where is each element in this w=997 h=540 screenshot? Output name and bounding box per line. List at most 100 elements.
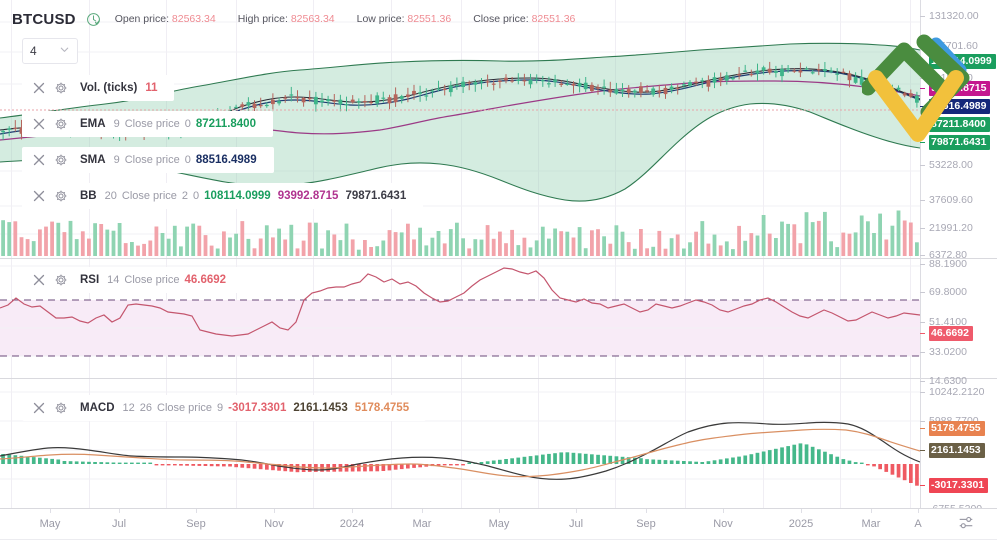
ohlc-low: Low price: 82551.36 [357,13,452,25]
legend-bb[interactable]: BB 20 Close price 2 0 108114.0999 93992.8715 79… [22,183,424,209]
axis-tick-18: 10242.2120 [920,385,984,399]
chevron-down-icon [59,42,70,60]
time-label-6: May [488,518,510,530]
sma-param-0: 9 [113,154,120,166]
macd-value-1: 2161.1453 [293,402,348,414]
bb-param-3: 0 [193,190,200,202]
legend-sma[interactable]: SMA 9 Close price 0 88516.4989 [22,147,274,173]
ohlc-open-label: Open price: [114,13,169,25]
time-label-8: Sep [636,518,656,530]
legend-volume[interactable]: Vol. (ticks) 11 [22,75,175,101]
macd-chart-svg [0,391,920,486]
legend-ema[interactable]: EMA 9 Close price 0 87211.8400 [22,111,273,137]
bb-value-1: 93992.8715 [277,190,339,202]
axis-tick-17: 14.6300 [920,374,967,388]
ohlc-low-value: 82551.36 [407,13,452,25]
macd-signal-line [0,428,920,478]
ohlc-close: Close price: 82551.36 [473,13,575,25]
ema-value-0: 87211.8400 [195,118,256,130]
time-label-2: Sep [186,518,206,530]
macd-panel[interactable] [0,380,920,508]
axis-tick-11: 6372.80 [920,248,967,262]
legend-macd[interactable]: MACD 12 26 Close price 9 -3017.3301 2161.1453 5… [22,395,427,421]
axis-badge-4[interactable]: 93992.8715 [920,81,993,96]
chart-header: BTCUSD Open price: 82563.34 High price: … [0,0,597,38]
axis-divider [920,0,921,508]
sma-close-icon[interactable] [28,149,50,171]
sliders-icon [957,514,975,537]
bb-close-icon[interactable] [28,185,50,207]
rsi-close-icon[interactable] [28,269,50,291]
ema-close-icon[interactable] [28,113,50,135]
macd-close-icon[interactable] [28,397,50,419]
axis-tick-10: 21991.20 [920,221,973,235]
macd-param-0: 12 [122,402,135,414]
time-label-11: Mar [861,518,881,530]
price-axis[interactable]: 131320.00 115701.60 108114.0999 99183.20 939… [920,0,997,515]
bb-value-2: 79871.6431 [345,190,407,202]
axis-badge-20[interactable]: 5178.4755 [920,421,988,436]
axis-badge-22[interactable]: -3017.3301 [920,478,991,493]
chart-settings-button[interactable] [955,514,977,536]
axis-tick-16: 33.0200 [920,345,967,359]
volume-series [1,210,919,256]
time-label-3: Nov [264,518,284,530]
axis-tick-13: 69.8000 [920,285,967,299]
rsi-chart-svg [0,265,920,357]
ohlc-high-label: High price: [237,13,288,25]
axis-badge-21[interactable]: 2161.1453 [920,443,988,458]
sma-param-1: Close price [124,154,180,166]
volume-gear-icon[interactable] [50,77,72,99]
volume-name: Vol. (ticks) [80,82,138,94]
legend-rsi[interactable]: RSI 14 Close price 46.6692 [22,267,244,293]
time-label-7: Jul [568,518,584,530]
sma-gear-icon[interactable] [50,149,72,171]
axis-badge-15[interactable]: 46.6692 [920,326,976,341]
bb-name: BB [80,190,97,202]
axis-badge-6[interactable]: 87211.8400 [920,117,993,132]
time-label-0: May [39,518,61,530]
rsi-gear-icon[interactable] [50,269,72,291]
ohlc-high-value: 82563.34 [290,13,335,25]
time-axis[interactable]: May Jul Sep Nov 2024 Mar May Jul Sep Nov 2025 Mar A [0,508,997,540]
bb-param-0: 20 [104,190,117,202]
ohlc-close-label: Close price: [473,13,529,25]
time-label-5: Mar [412,518,432,530]
macd-param-1: 26 [139,402,152,414]
axis-tick-1: 115701.60 [920,39,978,53]
sma-param-2: 0 [184,154,191,166]
bb-param-2: 2 [181,190,189,202]
axis-badge-2[interactable]: 108114.0999 [920,54,997,69]
ohlc-low-label: Low price: [356,13,405,25]
ohlc-open: Open price: 82563.34 [115,13,216,25]
symbol-label[interactable]: BTCUSD [12,10,76,28]
volume-close-icon[interactable] [28,77,50,99]
time-label-1: Jul [111,518,127,530]
panel-separator-1 [0,258,997,259]
panel-separator-2 [0,378,997,379]
macd-name: MACD [80,402,115,414]
rsi-name: RSI [80,274,100,286]
ohlc-high: High price: 82563.34 [238,13,335,25]
rsi-param-0: 14 [107,274,120,286]
ema-name: EMA [80,118,106,130]
axis-badge-5[interactable]: 88516.4989 [920,99,993,114]
axis-badge-7[interactable]: 79871.6431 [920,135,993,150]
time-label-10: 2025 [788,518,814,530]
axis-tick-9: 37609.60 [920,193,973,207]
clock-check-icon[interactable] [86,12,101,27]
macd-value-2: 5178.4755 [354,402,410,414]
rsi-line [0,267,920,337]
time-label-9: Nov [713,518,733,530]
ema-param-1: Close price [124,118,180,130]
axis-tick-12: 88.1900 [920,257,967,271]
macd-gear-icon[interactable] [50,397,72,419]
ohlc-open-value: 82563.34 [171,13,216,25]
sma-name: SMA [80,154,106,166]
rsi-panel[interactable] [0,260,920,378]
bb-gear-icon[interactable] [50,185,72,207]
axis-tick-14: 51.4100 [920,315,967,329]
interval-select[interactable]: 4 [22,38,78,64]
ema-gear-icon[interactable] [50,113,72,135]
